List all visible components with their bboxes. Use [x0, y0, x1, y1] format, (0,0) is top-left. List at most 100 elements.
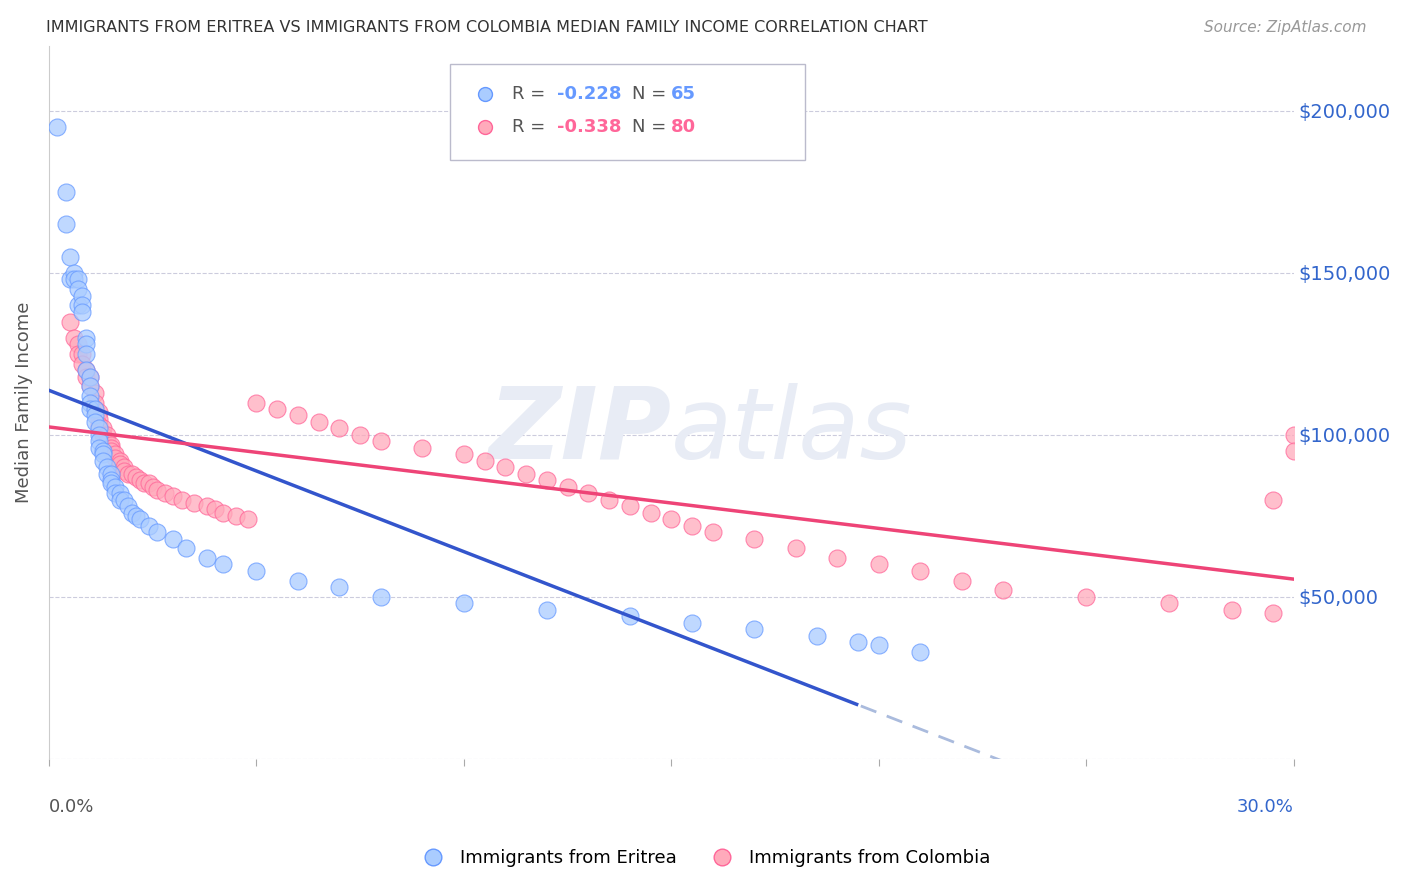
Point: [129, 473, 152, 487]
Point: [75, 331, 97, 345]
Point: [236, 512, 259, 526]
Point: [79, 395, 101, 409]
Point: [70, 298, 93, 312]
Point: [70, 347, 93, 361]
Point: [104, 447, 127, 461]
Text: -0.338: -0.338: [557, 118, 621, 136]
Point: [63, 331, 86, 345]
Point: [75, 363, 97, 377]
Point: [100, 467, 122, 481]
Point: [100, 437, 122, 451]
Point: [806, 629, 828, 643]
Point: [63, 266, 86, 280]
Point: [453, 596, 475, 610]
Point: [55, 185, 77, 199]
Point: [83, 415, 105, 429]
Point: [174, 541, 197, 556]
Point: [328, 421, 350, 435]
Text: 65: 65: [672, 85, 696, 103]
Point: [245, 395, 267, 409]
Point: [91, 428, 114, 442]
Point: [702, 524, 724, 539]
Text: 30.0%: 30.0%: [1237, 798, 1294, 816]
Point: [75, 347, 97, 361]
Point: [108, 457, 131, 471]
Point: [1282, 428, 1305, 442]
Point: [153, 486, 176, 500]
Point: [104, 450, 127, 465]
Point: [108, 454, 131, 468]
Point: [225, 508, 247, 523]
Text: 80: 80: [672, 118, 696, 136]
Point: [59, 272, 82, 286]
Point: [83, 385, 105, 400]
Point: [100, 476, 122, 491]
Point: [96, 467, 118, 481]
Point: [640, 506, 662, 520]
Point: [328, 580, 350, 594]
Point: [138, 518, 160, 533]
Point: [87, 434, 110, 449]
Point: [868, 639, 890, 653]
Legend: Immigrants from Eritrea, Immigrants from Colombia: Immigrants from Eritrea, Immigrants from…: [408, 842, 998, 874]
Point: [129, 512, 152, 526]
Point: [66, 272, 89, 286]
Text: 0.0%: 0.0%: [49, 798, 94, 816]
Point: [993, 583, 1015, 598]
Point: [1261, 606, 1284, 620]
Point: [146, 524, 169, 539]
Point: [846, 635, 869, 649]
FancyBboxPatch shape: [450, 64, 804, 161]
Text: N =: N =: [631, 118, 672, 136]
Point: [162, 490, 184, 504]
Point: [91, 444, 114, 458]
Point: [598, 492, 620, 507]
Point: [66, 347, 89, 361]
Text: IMMIGRANTS FROM ERITREA VS IMMIGRANTS FROM COLOMBIA MEDIAN FAMILY INCOME CORRELA: IMMIGRANTS FROM ERITREA VS IMMIGRANTS FR…: [46, 20, 928, 35]
Point: [91, 421, 114, 435]
Y-axis label: Median Family Income: Median Family Income: [15, 301, 32, 503]
Point: [112, 492, 135, 507]
Point: [1282, 444, 1305, 458]
Point: [91, 454, 114, 468]
Point: [91, 447, 114, 461]
Point: [411, 441, 433, 455]
Point: [349, 428, 371, 442]
Point: [83, 401, 105, 416]
Point: [96, 460, 118, 475]
Point: [162, 532, 184, 546]
Point: [744, 622, 766, 636]
Point: [619, 609, 641, 624]
Point: [1159, 596, 1181, 610]
Point: [117, 467, 139, 481]
Point: [79, 379, 101, 393]
Point: [96, 428, 118, 442]
Point: [370, 590, 392, 604]
Point: [1220, 603, 1243, 617]
Point: [87, 405, 110, 419]
Text: R =: R =: [512, 118, 551, 136]
Point: [661, 512, 683, 526]
Point: [1076, 590, 1098, 604]
Point: [212, 558, 235, 572]
Point: [46, 120, 69, 135]
Point: [100, 444, 122, 458]
Point: [104, 486, 127, 500]
Point: [70, 357, 93, 371]
Point: [83, 409, 105, 423]
Point: [134, 476, 156, 491]
Point: [55, 218, 77, 232]
Text: atlas: atlas: [672, 383, 912, 480]
Point: [112, 463, 135, 477]
Point: [75, 369, 97, 384]
Point: [266, 401, 288, 416]
Point: [117, 499, 139, 513]
Point: [96, 434, 118, 449]
Point: [138, 476, 160, 491]
Point: [576, 486, 599, 500]
Point: [87, 421, 110, 435]
Point: [87, 428, 110, 442]
Point: [142, 480, 165, 494]
Point: [87, 441, 110, 455]
Point: [453, 447, 475, 461]
